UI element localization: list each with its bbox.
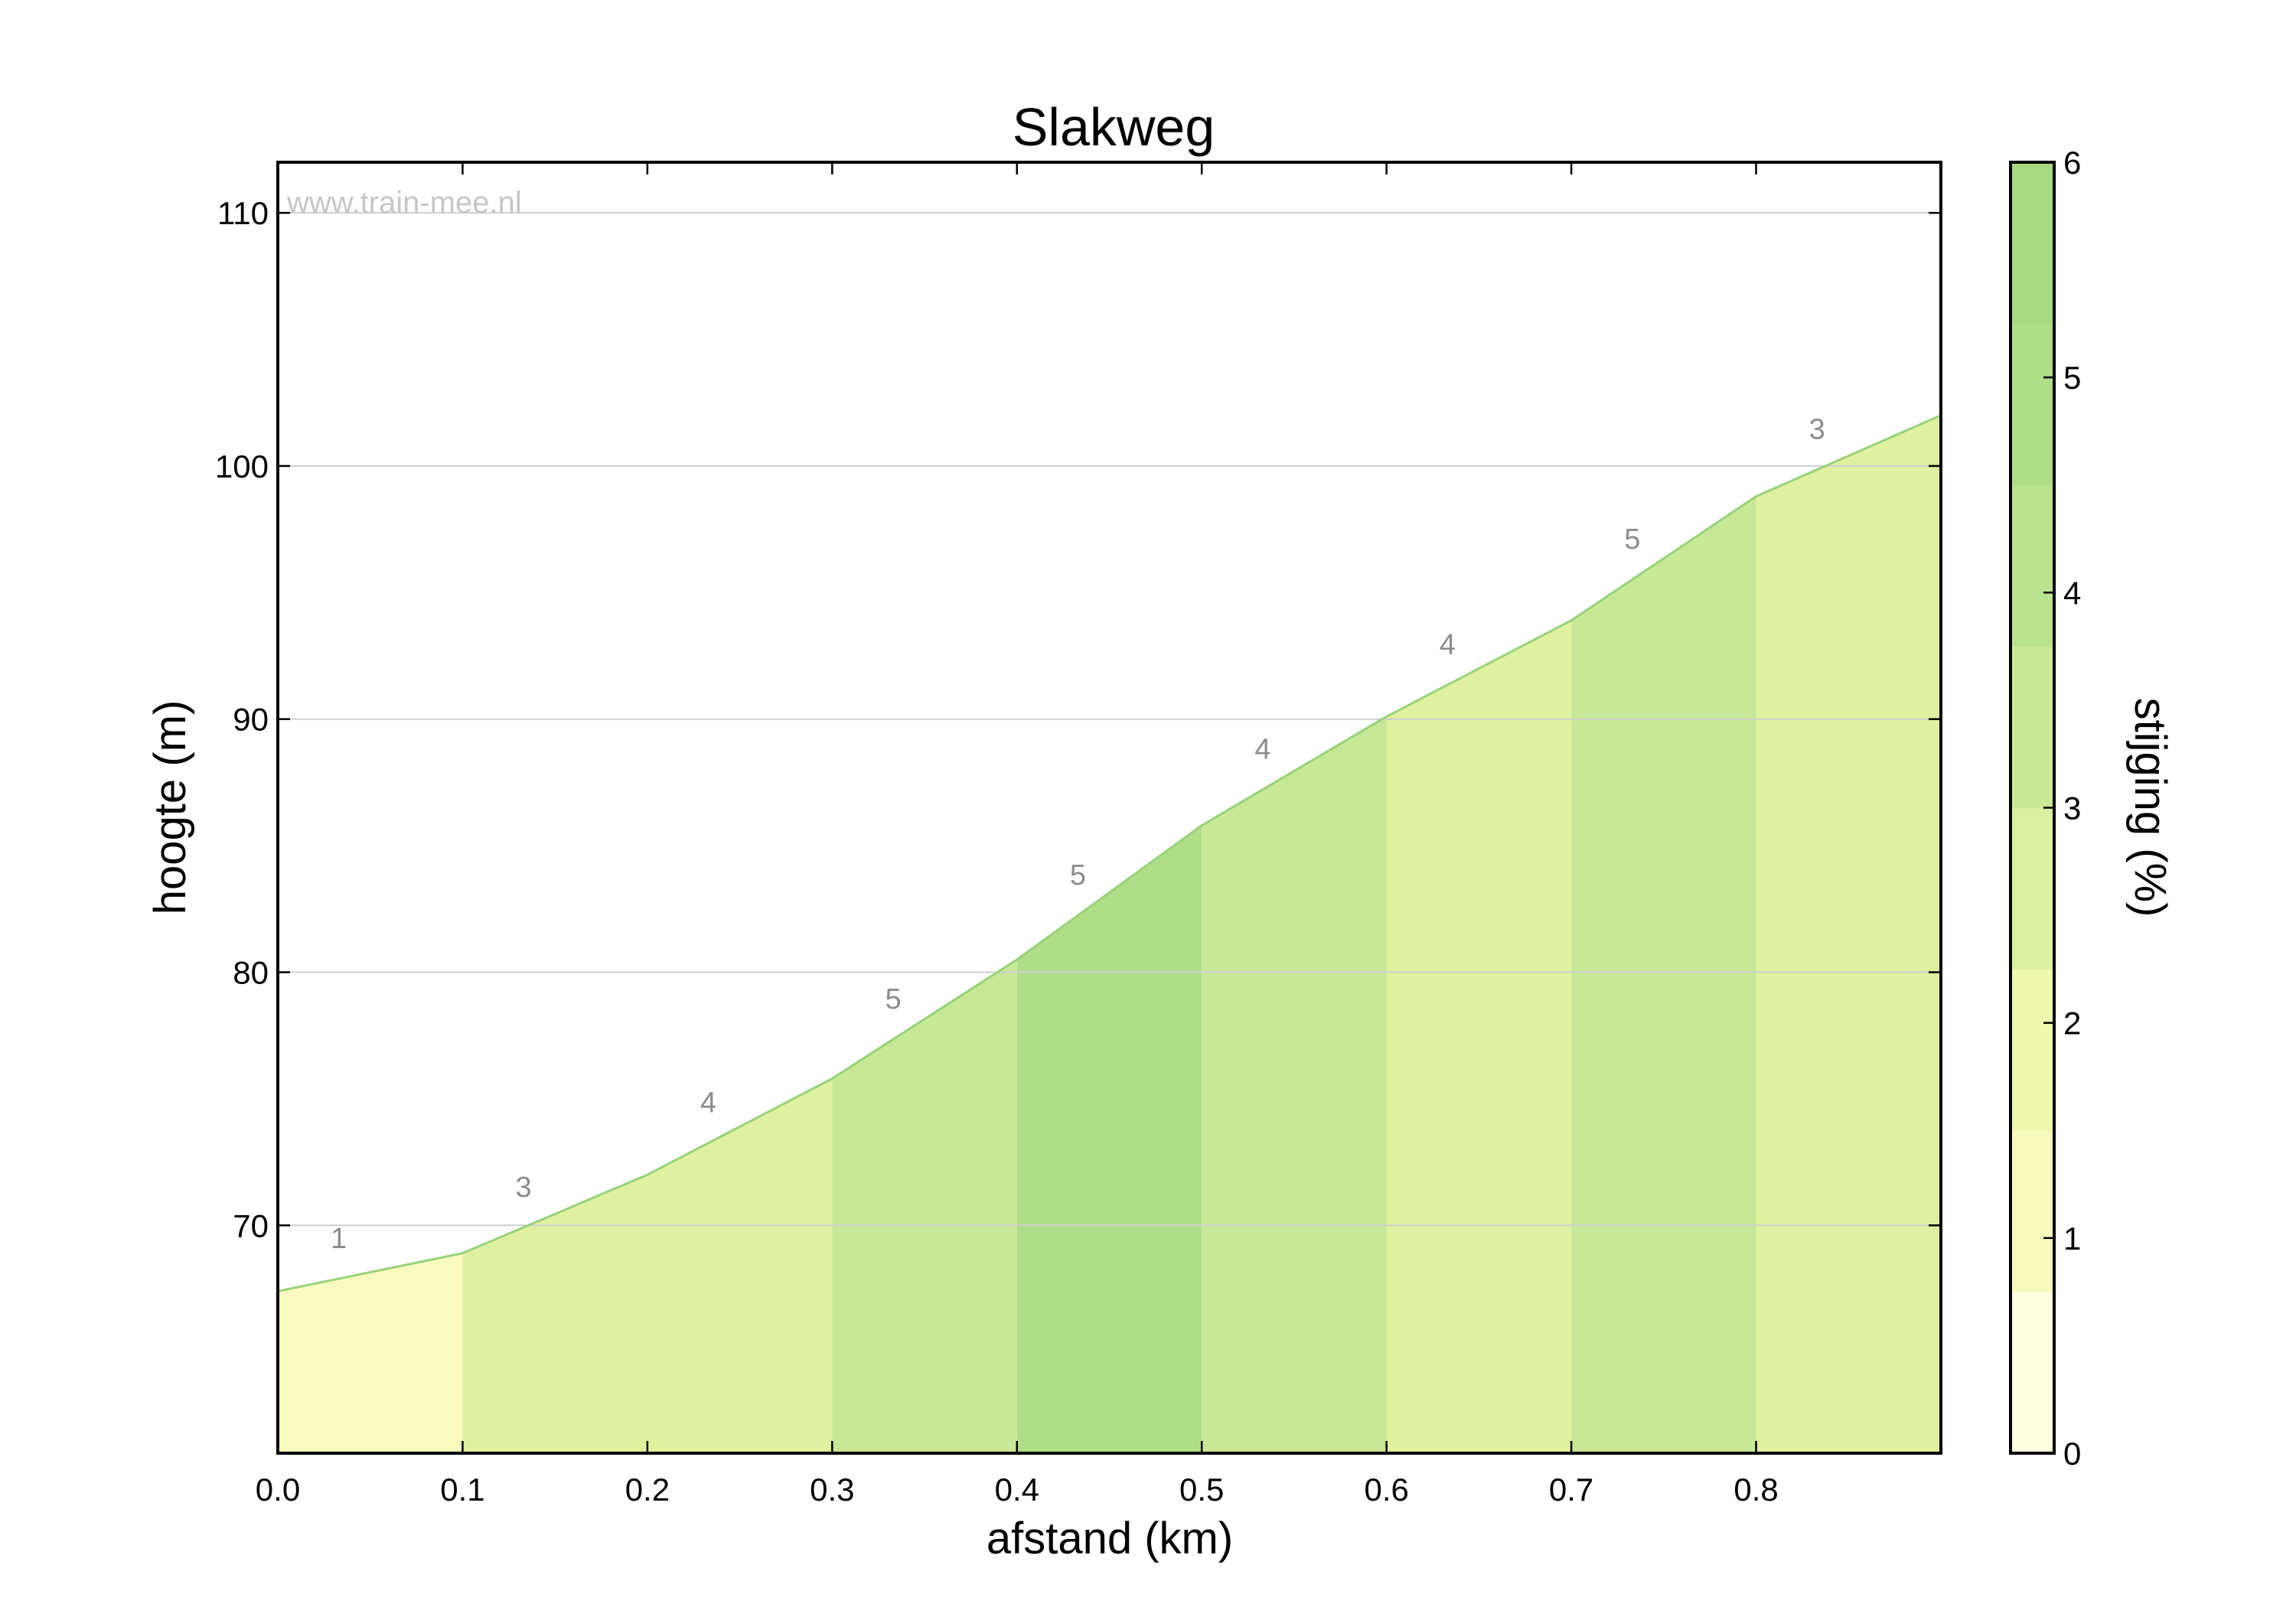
grade-segment-4 bbox=[832, 959, 1017, 1453]
colorbar-tick-label-4: 4 bbox=[2063, 575, 2081, 611]
grade-segment-5 bbox=[1016, 825, 1202, 1453]
grade-label-1: 1 bbox=[331, 1223, 347, 1255]
y-tick-label-90: 90 bbox=[233, 702, 269, 738]
y-tick-label-80: 80 bbox=[233, 955, 269, 991]
elevation-profile bbox=[277, 414, 1942, 1292]
colorbar-tick-label-0: 0 bbox=[2063, 1436, 2081, 1472]
grade-label-6: 4 bbox=[1254, 734, 1270, 766]
colorbar-band-2 bbox=[2011, 1130, 2054, 1292]
x-tick-label-0.5: 0.5 bbox=[1179, 1472, 1224, 1508]
colorbar-band-7 bbox=[2011, 323, 2054, 486]
profile-line bbox=[277, 414, 1942, 1292]
grade-label-5: 5 bbox=[1070, 859, 1086, 892]
x-tick-label-0.2: 0.2 bbox=[625, 1472, 670, 1508]
colorbar-ticks: 0 1 2 3 4 5 6 bbox=[2043, 145, 2081, 1472]
colorbar-band-4 bbox=[2011, 807, 2054, 970]
plot-frame bbox=[276, 161, 1942, 1455]
grade-segment-8 bbox=[1571, 496, 1756, 1454]
x-tick-label-0.0: 0.0 bbox=[256, 1472, 300, 1508]
grade-label-9: 3 bbox=[1809, 414, 1825, 446]
y-tick-label-110: 110 bbox=[217, 195, 269, 231]
colorbar-band-6 bbox=[2011, 484, 2054, 647]
gridlines bbox=[278, 212, 1941, 1227]
watermark-text: www.train-mee.nl bbox=[286, 186, 522, 220]
colorbar-tick-label-6: 6 bbox=[2063, 145, 2081, 181]
colorbar-label: stijging (%) bbox=[2125, 698, 2175, 918]
chart-title: Slakweg bbox=[1013, 97, 1215, 157]
grade-label-3: 4 bbox=[700, 1087, 716, 1120]
colorbar-band-1 bbox=[2011, 1292, 2054, 1454]
colorbar-tick-label-3: 3 bbox=[2063, 790, 2081, 826]
colorbar-tick-label-2: 2 bbox=[2063, 1006, 2081, 1041]
colorbar-band-3 bbox=[2011, 969, 2054, 1131]
grade-segments bbox=[278, 415, 1941, 1454]
grade-segment-9 bbox=[1756, 415, 1941, 1453]
colorbar-band-8 bbox=[2011, 162, 2054, 324]
grade-segment-6 bbox=[1202, 716, 1387, 1453]
grade-segment-3 bbox=[647, 1078, 833, 1453]
grade-label-7: 4 bbox=[1440, 629, 1456, 661]
x-tick-label-0.1: 0.1 bbox=[440, 1472, 484, 1508]
y-tick-label-100: 100 bbox=[215, 448, 269, 484]
grade-segment-7 bbox=[1386, 620, 1572, 1453]
x-tick-label-0.3: 0.3 bbox=[810, 1472, 854, 1508]
grade-segment-1 bbox=[278, 1253, 463, 1453]
x-tick-label-0.7: 0.7 bbox=[1549, 1472, 1593, 1508]
grade-segment-2 bbox=[462, 1175, 647, 1453]
x-tick-label-0.8: 0.8 bbox=[1733, 1472, 1778, 1508]
grade-label-8: 5 bbox=[1624, 523, 1640, 556]
x-axis-label: afstand (km) bbox=[987, 1514, 1233, 1563]
colorbar bbox=[2011, 162, 2054, 1454]
colorbar-tick-label-5: 5 bbox=[2063, 360, 2081, 396]
y-tick-label-70: 70 bbox=[233, 1208, 269, 1244]
axis-ticks: 70 80 90 100 110 0.0 0.1 0.2 0.3 0.4 0.5 0.6 0.7 0.8 bbox=[215, 162, 1941, 1508]
grade-label-4: 5 bbox=[885, 983, 901, 1015]
x-tick-label-0.4: 0.4 bbox=[995, 1472, 1039, 1508]
grade-label-2: 3 bbox=[516, 1172, 532, 1204]
y-axis-label: hoogte (m) bbox=[145, 700, 195, 914]
grade-labels: 1 3 4 5 5 4 4 5 3 bbox=[331, 414, 1825, 1255]
colorbar-tick-label-1: 1 bbox=[2063, 1221, 2081, 1257]
x-tick-label-0.6: 0.6 bbox=[1364, 1472, 1408, 1508]
colorbar-band-5 bbox=[2011, 646, 2054, 808]
